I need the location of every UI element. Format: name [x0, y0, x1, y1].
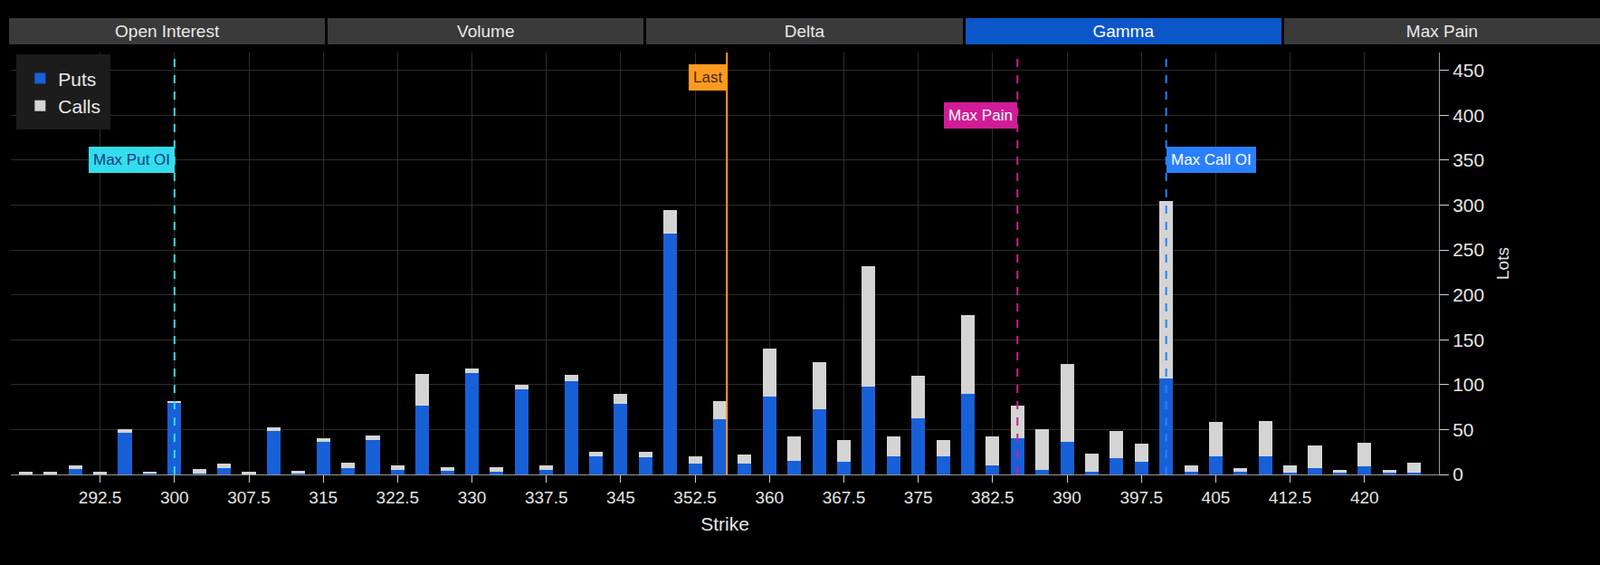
svg-text:412.5: 412.5 [1268, 487, 1313, 507]
html-text:Delta: Delta [784, 21, 825, 41]
svg-text:375: 375 [904, 487, 934, 507]
svg-text:307.5: 307.5 [227, 487, 271, 507]
svg-text:360: 360 [754, 487, 784, 507]
svg-text:0: 0 [1452, 463, 1464, 485]
svg-text:292.5: 292.5 [78, 487, 123, 507]
svg-text:420: 420 [1350, 487, 1380, 507]
svg-text:337.5: 337.5 [524, 487, 569, 507]
html-text:Open Interest: Open Interest [114, 21, 220, 41]
svg-text:Lots: Lots [1493, 247, 1513, 280]
svg-text:315: 315 [308, 487, 338, 507]
svg-text:330: 330 [457, 487, 487, 507]
svg-text:300: 300 [160, 487, 190, 507]
svg-text:Calls: Calls [57, 95, 101, 117]
svg-text:450: 450 [1452, 59, 1485, 81]
svg-text:Max Call OI: Max Call OI [1171, 151, 1252, 169]
svg-text:345: 345 [606, 487, 636, 507]
svg-text:382.5: 382.5 [971, 487, 1015, 507]
html-text:Volume: Volume [457, 21, 515, 41]
svg-text:Last: Last [693, 68, 723, 86]
svg-text:397.5: 397.5 [1119, 487, 1163, 507]
svg-text:150: 150 [1452, 329, 1485, 351]
svg-text:Puts: Puts [57, 68, 96, 90]
svg-text:400: 400 [1452, 104, 1485, 126]
svg-text:405: 405 [1201, 487, 1231, 507]
svg-text:250: 250 [1452, 238, 1485, 260]
svg-text:Max Pain: Max Pain [948, 106, 1013, 124]
svg-text:200: 200 [1452, 284, 1485, 305]
html-text:Max Pain: Max Pain [1406, 21, 1478, 41]
svg-text:100: 100 [1452, 373, 1485, 395]
svg-text:300: 300 [1452, 194, 1485, 216]
svg-text:352.5: 352.5 [673, 487, 717, 507]
html-text:Gamma: Gamma [1092, 21, 1154, 41]
svg-text:367.5: 367.5 [822, 487, 867, 507]
svg-text:50: 50 [1452, 419, 1474, 440]
svg-text:Strike: Strike [700, 513, 750, 534]
svg-text:322.5: 322.5 [376, 487, 420, 507]
svg-text:350: 350 [1452, 149, 1485, 171]
svg-text:Max Put OI: Max Put OI [93, 151, 171, 169]
svg-text:390: 390 [1052, 487, 1082, 507]
